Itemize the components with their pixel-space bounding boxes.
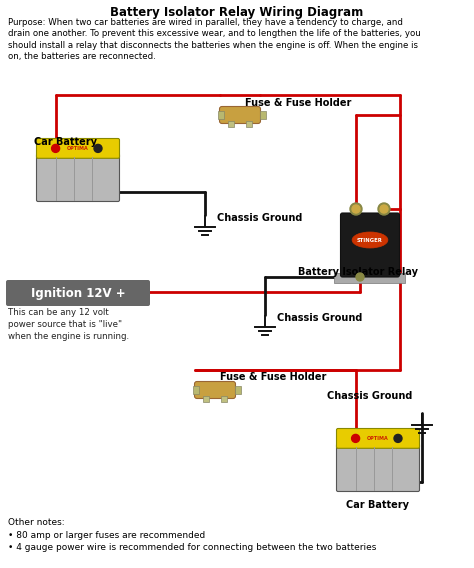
Circle shape [352, 435, 360, 442]
FancyBboxPatch shape [340, 213, 400, 277]
Text: Purpose: When two car batteries are wired in parallel, they have a tendency to c: Purpose: When two car batteries are wire… [8, 18, 421, 61]
Circle shape [94, 144, 102, 152]
Text: OPTIMA: OPTIMA [67, 146, 89, 151]
Text: Chassis Ground: Chassis Ground [217, 213, 302, 223]
FancyBboxPatch shape [36, 139, 119, 158]
Text: Fuse & Fuse Holder: Fuse & Fuse Holder [245, 98, 351, 108]
FancyBboxPatch shape [337, 444, 419, 491]
Circle shape [352, 205, 360, 213]
Text: Battery Isolator Relay: Battery Isolator Relay [298, 267, 418, 277]
Circle shape [356, 273, 364, 281]
Bar [193, 386, 199, 394]
FancyBboxPatch shape [337, 428, 419, 448]
Bar [235, 386, 241, 394]
Bar [260, 111, 266, 119]
Text: STINGER: STINGER [357, 237, 383, 243]
Bar [335, 273, 405, 283]
Text: This can be any 12 volt
power source that is "live"
when the engine is running.: This can be any 12 volt power source tha… [8, 308, 129, 341]
Circle shape [52, 144, 60, 152]
Bar [246, 121, 252, 127]
Circle shape [394, 435, 402, 442]
FancyBboxPatch shape [36, 153, 119, 202]
Circle shape [380, 205, 388, 213]
Bar [228, 121, 234, 127]
Bar [221, 396, 227, 402]
Ellipse shape [352, 232, 388, 248]
Circle shape [378, 203, 390, 215]
Text: Fuse & Fuse Holder: Fuse & Fuse Holder [220, 372, 327, 382]
Text: Other notes:
• 80 amp or larger fuses are recommended
• 4 gauge power wire is re: Other notes: • 80 amp or larger fuses ar… [8, 518, 376, 552]
FancyBboxPatch shape [6, 280, 150, 306]
Text: Chassis Ground: Chassis Ground [277, 313, 363, 323]
Text: Ignition 12V +: Ignition 12V + [31, 286, 125, 299]
Text: Car Battery: Car Battery [34, 137, 97, 147]
Bar [203, 396, 209, 402]
Text: Chassis Ground: Chassis Ground [327, 391, 412, 401]
Text: OPTIMA: OPTIMA [367, 436, 389, 441]
Circle shape [350, 203, 362, 215]
Bar [218, 111, 224, 119]
Text: Car Battery: Car Battery [346, 500, 410, 510]
FancyBboxPatch shape [194, 382, 236, 399]
FancyBboxPatch shape [219, 107, 261, 123]
Text: Battery Isolator Relay Wiring Diagram: Battery Isolator Relay Wiring Diagram [110, 6, 364, 19]
